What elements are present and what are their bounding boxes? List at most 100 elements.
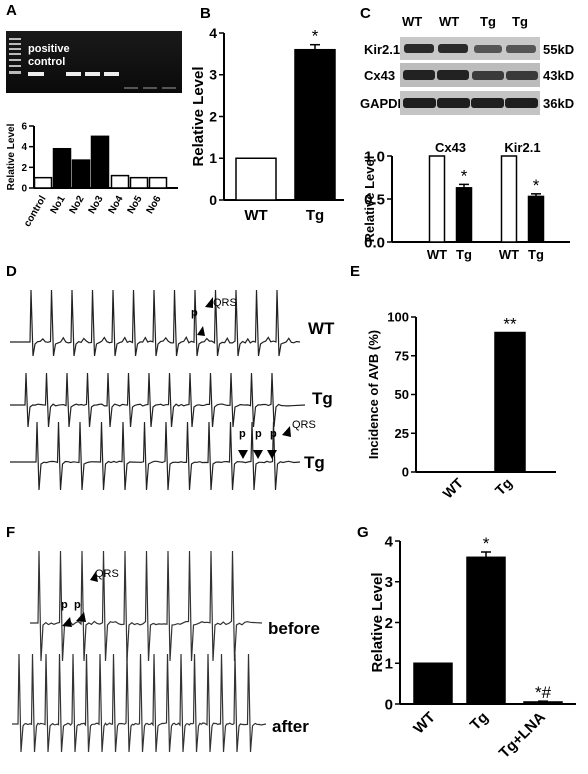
significance-mark: *# <box>535 683 552 702</box>
blot-protein-label: Cx43 <box>364 68 395 83</box>
trace-label: Tg <box>312 389 333 408</box>
chart-g: 0 1 2 3 4 Relative Level WT * Tg *# Tg+LNA <box>369 533 576 762</box>
panel-letter-f: F <box>6 524 15 541</box>
western-blot <box>400 37 540 115</box>
panel-b: B 0 1 2 3 4 Relative Level WT * Tg <box>190 5 344 224</box>
significance-mark: * <box>533 176 540 195</box>
chart-a: 0 2 4 6 Relative Level control No1 No2 No3 No4 No5… <box>6 122 178 229</box>
arrow-head <box>267 450 277 459</box>
bar <box>52 147 72 189</box>
gel-band <box>104 72 119 76</box>
y-tick-label: 2 <box>209 108 217 124</box>
panel-e: E 0 25 50 75 100 Incidence of AVB (%) WT ** Tg <box>350 263 556 502</box>
y-tick-label: 4 <box>21 142 27 153</box>
panel-letter-a: A <box>6 2 17 19</box>
blot-lane-label: WT <box>402 14 422 29</box>
bar <box>71 159 91 189</box>
ecg-waveform <box>10 421 301 491</box>
gel-label-line1: positive <box>28 43 70 55</box>
bar <box>428 155 446 243</box>
y-tick-label: 3 <box>385 574 393 591</box>
x-tick-label: WT <box>499 247 519 262</box>
y-axis-label: Incidence of AVB (%) <box>366 330 381 459</box>
bar <box>129 176 149 189</box>
y-axis-label: Relative Level <box>190 66 207 166</box>
y-tick-label: 1.0 <box>364 148 385 165</box>
p-wave-label: p <box>255 428 262 440</box>
qrs-label: QRS <box>213 297 237 309</box>
chart-b: 0 1 2 3 4 Relative Level WT * Tg <box>190 25 344 224</box>
y-tick-label: 75 <box>395 348 409 363</box>
bar <box>235 157 277 201</box>
y-tick-label: 25 <box>395 426 409 441</box>
blot-band <box>438 44 468 53</box>
blot-band <box>437 98 470 108</box>
chart-e: 0 25 50 75 100 Incidence of AVB (%) WT ** Tg <box>366 310 556 502</box>
blot-protein-label: GAPDH <box>360 96 407 111</box>
trace-label: before <box>268 619 320 638</box>
x-tick-label: No5 <box>126 194 145 216</box>
x-tick-label: WT <box>410 709 439 738</box>
panel-a: A positive control 0 2 4 6 Relative Level con… <box>6 2 182 229</box>
ecg-waveform <box>12 653 267 753</box>
blot-band <box>505 98 538 108</box>
bar <box>494 331 526 473</box>
bar <box>455 187 473 243</box>
y-tick-label: 100 <box>387 310 409 325</box>
p-wave-label: p <box>61 599 68 611</box>
x-tick-label: WT <box>427 247 447 262</box>
y-tick-label: 4 <box>209 25 217 41</box>
y-axis-label: Relative Level <box>6 123 17 190</box>
trace-label: after <box>272 717 309 736</box>
qrs-label: QRS <box>292 419 316 431</box>
ecg-trace <box>10 372 306 428</box>
arrow-head <box>197 326 205 336</box>
arrow-head <box>90 571 98 582</box>
x-tick-label: No3 <box>87 194 106 216</box>
panel-d: D WT Tg Tg p QRS p p p QRS <box>6 263 335 491</box>
gel-band <box>28 72 44 76</box>
y-tick-label: 6 <box>21 122 27 133</box>
y-axis-label: Relative Level <box>362 156 377 243</box>
gel-ladder <box>9 38 21 74</box>
blot-size-label: 55kD <box>543 42 574 57</box>
arrow-head <box>205 297 213 308</box>
bar <box>523 701 563 705</box>
trace-label: Tg <box>304 453 325 472</box>
arrow-head <box>62 617 72 627</box>
significance-mark: * <box>483 534 490 553</box>
group-label: Kir2.1 <box>504 140 540 155</box>
panel-letter-e: E <box>350 263 360 280</box>
blot-band <box>404 44 434 53</box>
y-tick-label: 0 <box>402 465 409 480</box>
p-wave-label: p <box>239 428 246 440</box>
y-tick-label: 0 <box>21 184 27 195</box>
gel-band <box>162 87 176 89</box>
y-tick-label: 1 <box>209 150 217 166</box>
qrs-label: QRS <box>95 568 119 580</box>
blot-lane-label: Tg <box>512 14 528 29</box>
x-tick-label: Tg <box>306 207 324 224</box>
ecg-waveform <box>10 289 301 357</box>
x-tick-label: control <box>22 194 49 229</box>
ecg-waveform <box>10 372 306 428</box>
y-tick-label: 4 <box>385 533 394 550</box>
p-wave-label: p <box>270 428 277 440</box>
panel-letter-c: C <box>360 5 371 22</box>
arrow-head <box>282 426 291 437</box>
bar <box>294 48 336 201</box>
y-tick-label: 2 <box>385 615 393 632</box>
blot-size-label: 43kD <box>543 68 574 83</box>
bar <box>500 155 518 243</box>
significance-mark: * <box>461 166 468 185</box>
x-tick-label: Tg <box>492 475 515 498</box>
blot-band <box>474 45 502 53</box>
y-axis-label: Relative Level <box>369 572 386 672</box>
bar <box>90 135 110 189</box>
y-tick-label: 0.0 <box>364 234 385 251</box>
y-tick-label: 0.5 <box>364 191 385 208</box>
gel-band <box>124 87 138 89</box>
blot-band <box>471 98 504 108</box>
